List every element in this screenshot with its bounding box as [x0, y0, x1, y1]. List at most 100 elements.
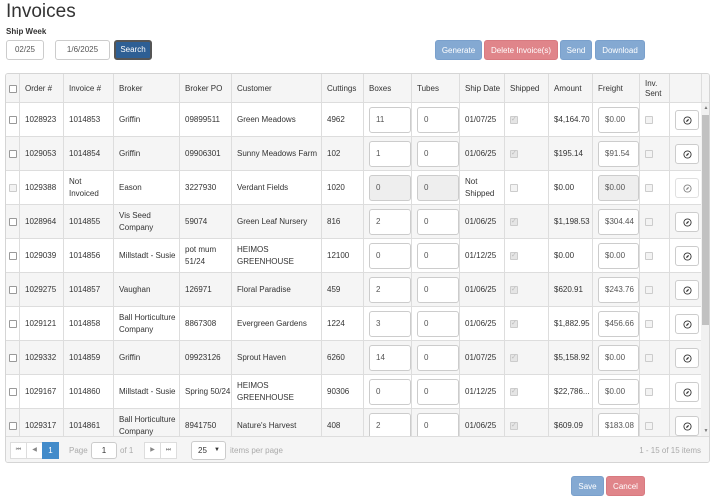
col-customer[interactable]: Customer — [231, 74, 321, 103]
boxes-input[interactable]: 0 — [369, 243, 411, 269]
row-action-button[interactable] — [675, 178, 699, 198]
inv-sent-checkbox-cell — [639, 137, 669, 171]
scroll-thumb[interactable] — [702, 115, 709, 325]
col-shipped[interactable]: Shipped — [504, 74, 548, 103]
boxes-input-cell: 2 — [363, 409, 411, 443]
tubes-input[interactable]: 0 — [417, 243, 459, 269]
current-page-button[interactable]: 1 — [42, 442, 59, 459]
prev-page-icon[interactable]: ◀ — [26, 442, 43, 459]
first-page-icon[interactable]: ⏮ — [10, 442, 27, 459]
page-number-input[interactable]: 1 — [91, 442, 117, 459]
scroll-down-arrow-icon[interactable]: ▼ — [703, 428, 709, 434]
boxes-input[interactable]: 3 — [369, 311, 411, 337]
row-action-button[interactable] — [675, 382, 699, 402]
ship-date: 01/06/25 — [459, 409, 504, 443]
row-select-checkbox[interactable] — [9, 422, 17, 430]
ship-date-input[interactable]: 1/6/2025 — [55, 40, 110, 60]
col-tubes[interactable]: Tubes — [411, 74, 459, 103]
row-action-button[interactable] — [675, 314, 699, 334]
cancel-button[interactable]: Cancel — [606, 476, 645, 496]
save-button[interactable]: Save — [571, 476, 604, 496]
tubes-input[interactable]: 0 — [417, 311, 459, 337]
cuttings: 90306 — [321, 375, 363, 409]
tubes-input: 0 — [417, 175, 459, 201]
col-ship-date[interactable]: Ship Date — [459, 74, 504, 103]
items-per-page-label: items per page — [230, 446, 283, 455]
tubes-input[interactable]: 0 — [417, 209, 459, 235]
row-action-button[interactable] — [675, 416, 699, 436]
boxes-input[interactable]: 0 — [369, 379, 411, 405]
freight-input[interactable]: $0.00 — [598, 107, 639, 133]
inv-sent-checkbox — [645, 150, 653, 158]
grid-scrollbar[interactable]: ▲ ▼ — [701, 103, 709, 436]
ship-week-input[interactable]: 02/25 — [6, 40, 44, 60]
next-page-icon[interactable]: ▶ — [144, 442, 161, 459]
inv-sent-checkbox — [645, 116, 653, 124]
row-select-checkbox[interactable] — [9, 252, 17, 260]
col-broker[interactable]: Broker — [113, 74, 179, 103]
delete-invoices-button[interactable]: Delete Invoice(s) — [484, 40, 558, 60]
tubes-input[interactable]: 0 — [417, 141, 459, 167]
search-button[interactable]: Search — [114, 40, 152, 60]
inv-sent-checkbox-cell — [639, 375, 669, 409]
row-select-checkbox[interactable] — [9, 388, 17, 396]
freight-input[interactable]: $456.66 — [598, 311, 639, 337]
broker-po: 8867308 — [179, 307, 231, 341]
col-cuttings[interactable]: Cuttings — [321, 74, 363, 103]
col-order[interactable]: Order # — [19, 74, 63, 103]
col-inv-sent[interactable]: Inv. Sent — [639, 74, 669, 103]
row-select-cell — [6, 273, 19, 307]
row-select-checkbox[interactable] — [9, 354, 17, 362]
boxes-input[interactable]: 1 — [369, 141, 411, 167]
compass-icon — [682, 149, 692, 159]
action-cell — [669, 375, 701, 409]
last-page-icon[interactable]: ⏭ — [160, 442, 177, 459]
boxes-input[interactable]: 14 — [369, 345, 411, 371]
freight-input[interactable]: $0.00 — [598, 243, 639, 269]
freight-input[interactable]: $304.44 — [598, 209, 639, 235]
shipped-checkbox — [510, 284, 518, 296]
row-select-checkbox[interactable] — [9, 320, 17, 328]
send-button[interactable]: Send — [560, 40, 592, 60]
row-select-checkbox[interactable] — [9, 218, 17, 226]
row-select-checkbox[interactable] — [9, 116, 17, 124]
broker-po: 8941750 — [179, 409, 231, 443]
row-action-button[interactable] — [675, 144, 699, 164]
row-action-button[interactable] — [675, 280, 699, 300]
shipped-checkbox-cell — [504, 307, 548, 341]
tubes-input[interactable]: 0 — [417, 107, 459, 133]
boxes-input[interactable]: 2 — [369, 209, 411, 235]
row-select-checkbox[interactable] — [9, 286, 17, 294]
page-size-select[interactable]: 25 ▼ — [191, 441, 226, 460]
col-broker-po[interactable]: Broker PO — [179, 74, 231, 103]
col-amount[interactable]: Amount — [548, 74, 592, 103]
row-action-button[interactable] — [675, 212, 699, 232]
generate-button[interactable]: Generate — [435, 40, 482, 60]
broker-po: 09899511 — [179, 103, 231, 137]
col-invoice[interactable]: Invoice # — [63, 74, 113, 103]
tubes-input[interactable]: 0 — [417, 379, 459, 405]
table-row: 1029388 Not Invoiced Eason 3227930 Verdant F… — [6, 171, 701, 205]
row-select-checkbox[interactable] — [9, 150, 17, 158]
compass-icon — [682, 421, 692, 431]
freight-input[interactable]: $243.76 — [598, 277, 639, 303]
freight-input[interactable]: $0.00 — [598, 379, 639, 405]
select-all-checkbox[interactable] — [9, 84, 17, 93]
tubes-input[interactable]: 0 — [417, 345, 459, 371]
row-action-button[interactable] — [675, 110, 699, 130]
freight-input[interactable]: $0.00 — [598, 345, 639, 371]
customer: Green Meadows — [231, 103, 321, 137]
row-action-button[interactable] — [675, 348, 699, 368]
row-action-button[interactable] — [675, 246, 699, 266]
row-select-cell — [6, 409, 19, 443]
col-boxes[interactable]: Boxes — [363, 74, 411, 103]
boxes-input[interactable]: 2 — [369, 413, 411, 439]
freight-input[interactable]: $91.54 — [598, 141, 639, 167]
col-freight[interactable]: Freight — [592, 74, 639, 103]
scroll-up-arrow-icon[interactable]: ▲ — [703, 105, 709, 111]
tubes-input[interactable]: 0 — [417, 277, 459, 303]
download-button[interactable]: Download — [595, 40, 645, 60]
row-select-cell — [6, 239, 19, 273]
boxes-input[interactable]: 2 — [369, 277, 411, 303]
boxes-input[interactable]: 11 — [369, 107, 411, 133]
